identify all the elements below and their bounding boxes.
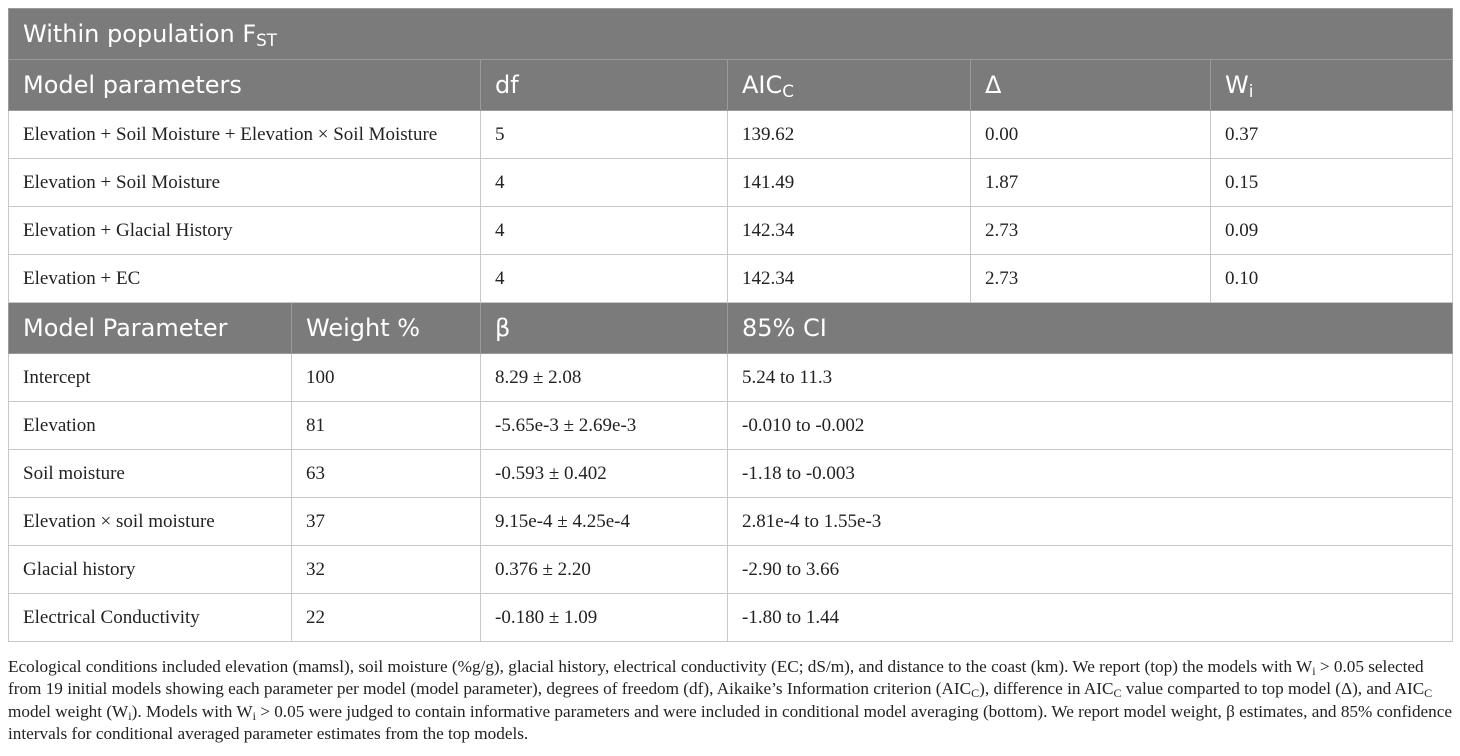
avg-beta: 9.15e-4 ± 4.25e-4 <box>480 497 728 546</box>
avg-weight: 81 <box>291 401 481 450</box>
table-footnote: Ecological conditions included elevation… <box>8 657 1453 744</box>
model-params: Elevation + EC <box>8 254 481 303</box>
model-wi: 0.10 <box>1210 254 1453 303</box>
table-title-row: Within population FST <box>8 8 1453 60</box>
header-beta: β <box>480 302 728 354</box>
avg-param: Soil moisture <box>8 449 292 498</box>
model-aicc: 139.62 <box>727 110 971 159</box>
avg-weight: 37 <box>291 497 481 546</box>
avg-ci: -1.80 to 1.44 <box>727 593 1453 642</box>
averaged-header-row: Model Parameter Weight % β 85% CI <box>8 302 1453 354</box>
avg-ci: 5.24 to 11.3 <box>727 353 1453 402</box>
avg-param: Electrical Conductivity <box>8 593 292 642</box>
model-params: Elevation + Glacial History <box>8 206 481 255</box>
table-title: Within population FST <box>8 8 1453 60</box>
avg-weight: 100 <box>291 353 481 402</box>
model-df: 4 <box>480 206 728 255</box>
model-aicc: 142.34 <box>727 206 971 255</box>
avg-param: Elevation × soil moisture <box>8 497 292 546</box>
avg-param: Intercept <box>8 353 292 402</box>
avg-weight: 22 <box>291 593 481 642</box>
header-ci: 85% CI <box>727 302 1453 354</box>
avg-ci: -0.010 to -0.002 <box>727 401 1453 450</box>
model-wi: 0.37 <box>1210 110 1453 159</box>
table-row: Electrical Conductivity 22 -0.180 ± 1.09… <box>8 593 1453 642</box>
header-aicc: AICC <box>727 59 971 111</box>
avg-beta: 0.376 ± 2.20 <box>480 545 728 594</box>
table-row: Glacial history 32 0.376 ± 2.20 -2.90 to… <box>8 545 1453 594</box>
avg-weight: 63 <box>291 449 481 498</box>
model-wi: 0.15 <box>1210 158 1453 207</box>
avg-weight: 32 <box>291 545 481 594</box>
table-row: Elevation + EC 4 142.34 2.73 0.10 <box>8 254 1453 303</box>
header-model-parameter: Model Parameter <box>8 302 292 354</box>
avg-ci: -1.18 to -0.003 <box>727 449 1453 498</box>
results-table: Within population FST Model parameters d… <box>8 8 1453 642</box>
model-params: Elevation + Soil Moisture + Elevation × … <box>8 110 481 159</box>
model-delta: 2.73 <box>970 206 1211 255</box>
avg-param: Elevation <box>8 401 292 450</box>
model-df: 4 <box>480 158 728 207</box>
model-delta: 2.73 <box>970 254 1211 303</box>
header-df: df <box>480 59 728 111</box>
avg-ci: 2.81e-4 to 1.55e-3 <box>727 497 1453 546</box>
table-row: Elevation + Soil Moisture 4 141.49 1.87 … <box>8 158 1453 207</box>
model-df: 5 <box>480 110 728 159</box>
avg-ci: -2.90 to 3.66 <box>727 545 1453 594</box>
model-wi: 0.09 <box>1210 206 1453 255</box>
header-delta: Δ <box>970 59 1211 111</box>
model-delta: 0.00 <box>970 110 1211 159</box>
header-model-parameters: Model parameters <box>8 59 481 111</box>
table-row: Elevation + Glacial History 4 142.34 2.7… <box>8 206 1453 255</box>
model-delta: 1.87 <box>970 158 1211 207</box>
avg-beta: -5.65e-3 ± 2.69e-3 <box>480 401 728 450</box>
models-header-row: Model parameters df AICC Δ Wi <box>8 59 1453 111</box>
avg-beta: -0.593 ± 0.402 <box>480 449 728 498</box>
table-row: Elevation 81 -5.65e-3 ± 2.69e-3 -0.010 t… <box>8 401 1453 450</box>
table-row: Soil moisture 63 -0.593 ± 0.402 -1.18 to… <box>8 449 1453 498</box>
table-row: Intercept 100 8.29 ± 2.08 5.24 to 11.3 <box>8 353 1453 402</box>
table-row: Elevation + Soil Moisture + Elevation × … <box>8 110 1453 159</box>
table-row: Elevation × soil moisture 37 9.15e-4 ± 4… <box>8 497 1453 546</box>
avg-beta: 8.29 ± 2.08 <box>480 353 728 402</box>
avg-beta: -0.180 ± 1.09 <box>480 593 728 642</box>
header-weight: Weight % <box>291 302 481 354</box>
avg-param: Glacial history <box>8 545 292 594</box>
model-params: Elevation + Soil Moisture <box>8 158 481 207</box>
header-wi: Wi <box>1210 59 1453 111</box>
model-aicc: 142.34 <box>727 254 971 303</box>
model-df: 4 <box>480 254 728 303</box>
model-aicc: 141.49 <box>727 158 971 207</box>
